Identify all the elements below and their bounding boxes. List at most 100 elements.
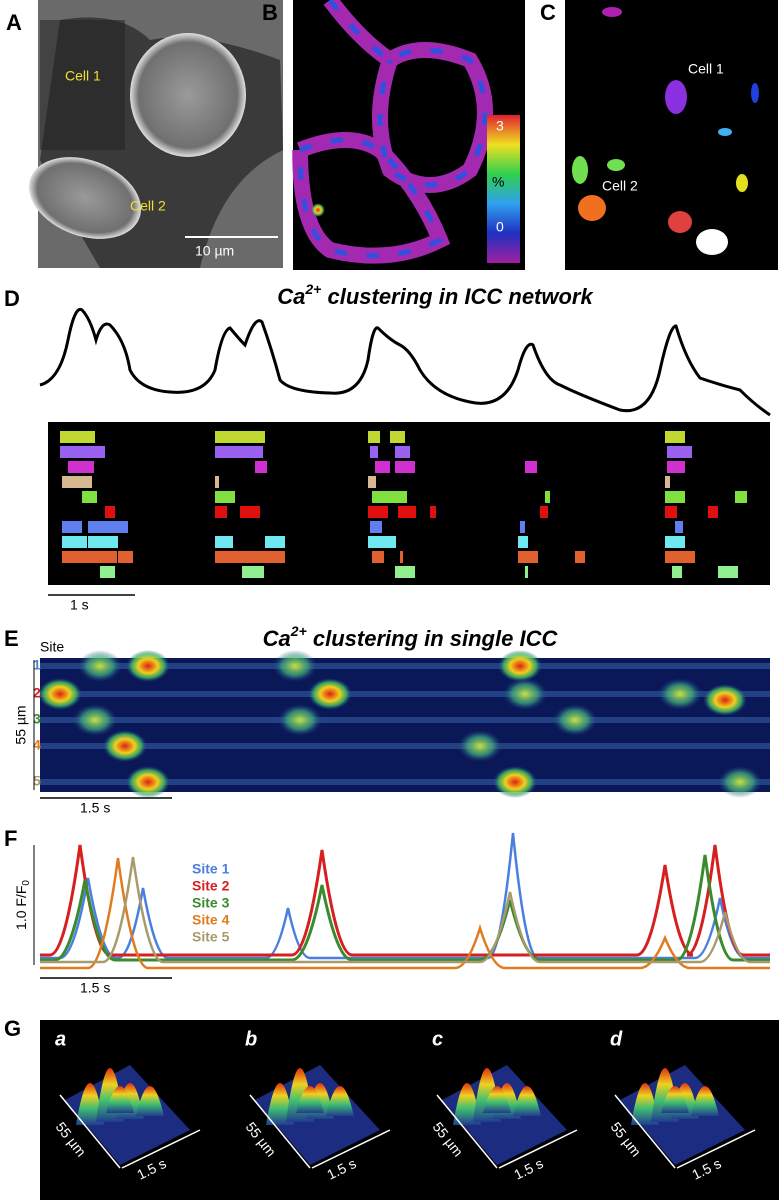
axis-line (249, 1094, 311, 1169)
surface-peak (266, 1083, 294, 1125)
raster-event (400, 551, 403, 563)
activity-blob (553, 704, 597, 736)
title-part: clustering in ICC network (321, 284, 594, 309)
raster-event (100, 566, 115, 578)
activity-blob (658, 678, 702, 710)
subpanel-label: a (55, 1028, 66, 1050)
raster-event (105, 506, 115, 518)
activity-blob (78, 650, 122, 682)
cell-label: Cell 2 (602, 178, 638, 194)
band (40, 691, 770, 697)
signal-core (297, 0, 488, 259)
activity-blob (718, 766, 762, 798)
cell-label: Cell 1 (688, 61, 724, 77)
scale-part: 1.0 F/F (13, 886, 29, 930)
nucleus (28, 157, 142, 239)
raster-event (667, 461, 685, 473)
raster-event (665, 536, 685, 548)
raster-event (368, 506, 388, 518)
raster-event (665, 491, 685, 503)
surface-peak (691, 1086, 719, 1116)
panel-letter: F (4, 826, 17, 851)
site-trace (40, 854, 770, 962)
site-label: 2 (33, 685, 41, 701)
raster-event (395, 566, 415, 578)
legend-entry: Site 4 (192, 912, 230, 928)
raster-event (540, 506, 548, 518)
colorbar-label: % (492, 174, 504, 190)
hotspot (311, 203, 325, 217)
raster-event (88, 521, 128, 533)
raster-event (242, 566, 264, 578)
site-header: Site (40, 639, 64, 655)
raster-event (520, 521, 525, 533)
colorbar (487, 115, 520, 263)
activity-blob (38, 678, 82, 710)
raster-event (525, 566, 528, 578)
scale-label: 1 s (70, 597, 89, 613)
scale-label: 10 µm (195, 243, 234, 259)
axis-line (59, 1094, 121, 1169)
raster-event (240, 506, 260, 518)
axis-line (614, 1094, 676, 1169)
site-label: 5 (33, 773, 41, 789)
raster-event (372, 551, 384, 563)
raster-event (62, 476, 92, 488)
raster-event (665, 506, 677, 518)
raster-event (255, 461, 267, 473)
raster-event (368, 476, 376, 488)
panel-letter: D (4, 286, 20, 311)
raster-event (375, 461, 390, 473)
surface-peak (631, 1083, 659, 1125)
band (40, 779, 770, 785)
activity-blob (126, 766, 170, 798)
axis-line (676, 1129, 756, 1169)
axis-line (498, 1129, 578, 1169)
subpanel-label: b (245, 1028, 257, 1050)
raster-event (518, 551, 538, 563)
raster-event (667, 446, 692, 458)
site-label: 4 (33, 737, 41, 753)
raster-event (545, 491, 550, 503)
panel-title: Ca2+ clustering in single ICC (263, 623, 559, 651)
raster-event (60, 431, 95, 443)
raster-event (672, 566, 682, 578)
colorbar-label: 3 (496, 118, 504, 134)
panel-letter: G (4, 1016, 21, 1041)
axis-line (436, 1094, 498, 1169)
raster-event (675, 521, 683, 533)
band (40, 717, 770, 723)
raster-event (575, 551, 585, 563)
raster-event (62, 551, 117, 563)
axis-line (121, 1129, 201, 1169)
surface-peak (326, 1086, 354, 1116)
surface-peak (76, 1083, 104, 1125)
activity-blob (458, 730, 502, 762)
title-sup: 2+ (304, 281, 321, 297)
activity-blob (503, 678, 547, 710)
activity-blob (273, 650, 317, 682)
raster-event (665, 476, 670, 488)
panel-title: Ca2+ clustering in ICC network (277, 281, 594, 309)
raster-event (245, 551, 285, 563)
y-scale-label: 1.0 F/F0 (13, 880, 32, 930)
panel-letter: C (540, 0, 556, 25)
raster-event (372, 491, 407, 503)
raster-event (398, 506, 416, 518)
raster-event (215, 446, 263, 458)
surface-peak (296, 1086, 324, 1113)
subpanel-label: c (432, 1028, 443, 1050)
legend-entry: Site 5 (192, 929, 230, 945)
activity-blob (308, 678, 352, 710)
surface-peak (453, 1083, 481, 1125)
raster-event (88, 536, 118, 548)
title-part: clustering in single ICC (307, 626, 559, 651)
y-scale-label: 55 µm (13, 705, 29, 744)
cell-label: Cell 1 (65, 68, 101, 84)
raster-event (395, 461, 415, 473)
raster-event (215, 551, 245, 563)
cell-label: Cell 2 (130, 198, 166, 214)
raster-event (82, 491, 97, 503)
raster-event (665, 551, 695, 563)
activity-blob (103, 730, 147, 762)
